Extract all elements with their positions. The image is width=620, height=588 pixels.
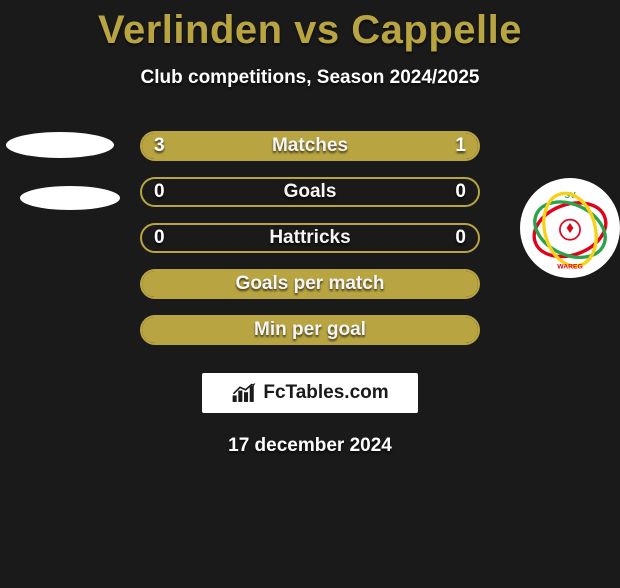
stat-bar-track: 0 0Goals [140,177,480,207]
stat-row: Min per goal [0,307,620,353]
stat-value-right: 0 [455,227,466,249]
stat-bar-track: 31Matches [140,131,480,161]
stat-value-left: 3 [154,135,165,157]
brand-chart-icon [231,382,257,404]
stats-container: 31Matches00Goals00HattricksGoals per mat… [0,123,620,353]
stat-row: 0 0Hattricks [0,215,620,261]
stat-bar-left [142,271,478,297]
subtitle: Club competitions, Season 2024/2025 [0,67,620,89]
stat-label: Goals [142,181,478,203]
stat-value-left: 0 [154,227,165,249]
stat-bar-track: Goals per match [140,269,480,299]
stat-row: Goals per match [0,261,620,307]
stat-value-right: 0 [455,181,466,203]
stat-bar-left [142,317,478,343]
stat-bar-left [142,133,394,159]
page-title: Verlinden vs Cappelle [0,8,620,53]
stat-row: 31Matches [0,123,620,169]
stat-row: 0 0Goals [0,169,620,215]
brand-badge: FcTables.com [202,373,418,413]
date-text: 17 december 2024 [0,435,620,457]
brand-text: FcTables.com [263,382,388,404]
stat-value-left: 0 [154,181,165,203]
stat-bar-track: 0 0Hattricks [140,223,480,253]
stat-label: Hattricks [142,227,478,249]
stat-value-right: 1 [455,135,466,157]
stat-bar-track: Min per goal [140,315,480,345]
